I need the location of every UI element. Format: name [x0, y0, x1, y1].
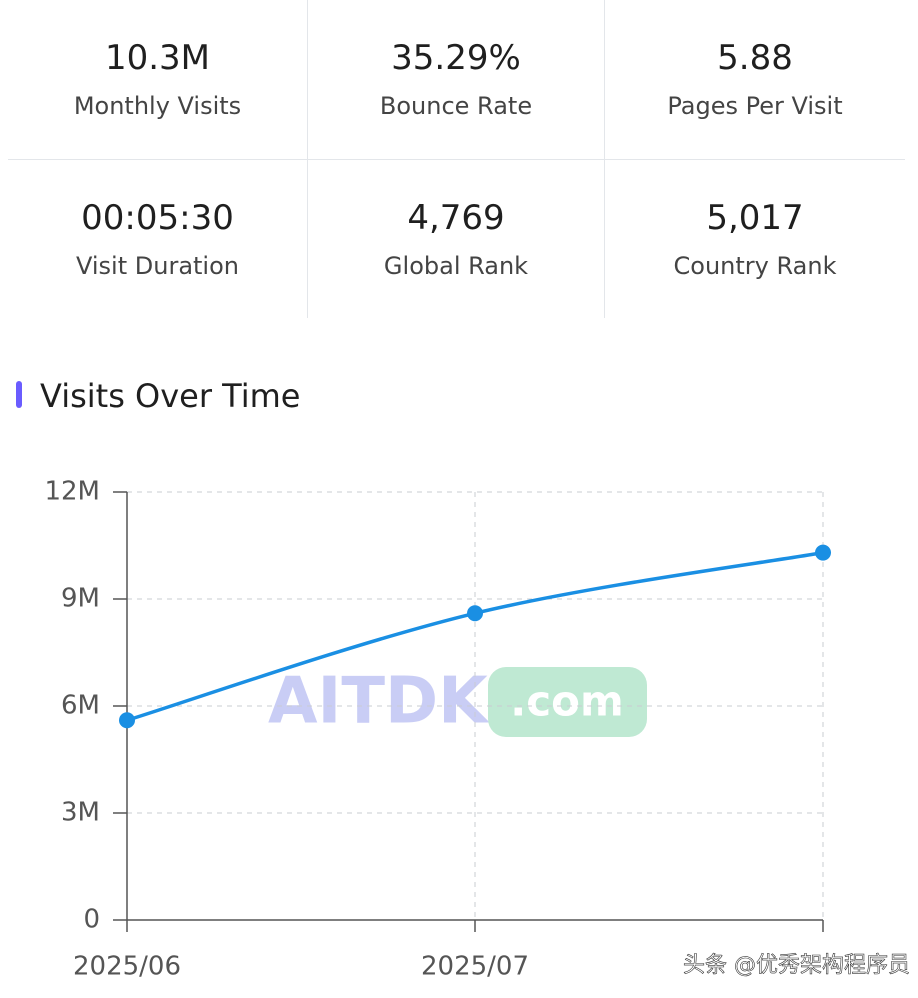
stat-value: 35.29%	[391, 38, 521, 78]
stat-card: 35.29% Bounce Rate	[308, 0, 605, 160]
stat-card: 4,769 Global Rank	[308, 160, 605, 318]
data-point	[467, 605, 483, 622]
stat-label: Bounce Rate	[379, 92, 533, 120]
stat-label: Visit Duration	[75, 252, 239, 280]
stat-card: 5,017 Country Rank	[605, 160, 905, 318]
stat-card: 10.3M Monthly Visits	[8, 0, 308, 160]
stat-value: 5,017	[706, 198, 804, 238]
watermark-pill	[488, 667, 647, 737]
stat-value: 5.88	[717, 38, 793, 78]
y-tick-label: 3M	[61, 798, 100, 828]
stat-value: 00:05:30	[81, 198, 234, 238]
stat-label: Monthly Visits	[73, 92, 242, 120]
watermark-brand: AITDK	[268, 665, 490, 739]
watermark-source: 头条 @优秀架构程序员	[683, 953, 910, 978]
x-tick-label: 2025/06	[73, 952, 181, 982]
y-tick-label: 0	[83, 905, 100, 935]
stat-value: 4,769	[407, 198, 505, 238]
data-point	[119, 712, 135, 729]
stat-label: Pages Per Visit	[667, 92, 843, 120]
watermark-domain: .com	[510, 677, 623, 726]
section-title: Visits Over Time	[40, 377, 300, 415]
data-point	[815, 544, 831, 561]
section-marker	[16, 381, 22, 408]
y-tick-label: 6M	[61, 691, 100, 721]
y-tick-label: 12M	[44, 477, 100, 507]
stat-card: 00:05:30 Visit Duration	[8, 160, 308, 318]
stat-label: Country Rank	[673, 252, 837, 280]
y-tick-label: 9M	[61, 584, 100, 614]
stat-card: 5.88 Pages Per Visit	[605, 0, 905, 160]
stat-label: Global Rank	[383, 252, 529, 280]
x-tick-label: 2025/07	[421, 952, 529, 982]
stat-value: 10.3M	[104, 38, 211, 78]
stats-grid: 10.3M Monthly Visits 35.29% Bounce Rate 5.88…	[8, 0, 905, 318]
